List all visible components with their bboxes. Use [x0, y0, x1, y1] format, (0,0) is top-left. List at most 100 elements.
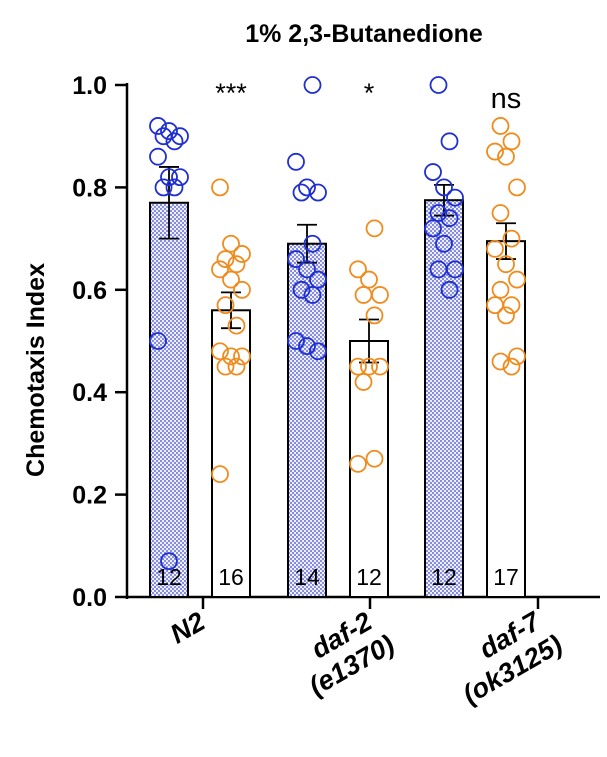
data-point	[435, 234, 453, 253]
y-tick-label: 0.0	[72, 584, 107, 612]
data-point	[360, 270, 378, 289]
data-point	[303, 234, 322, 253]
sample-size-label: 12	[431, 564, 457, 590]
data-point	[287, 152, 305, 171]
data-point	[154, 127, 173, 146]
data-point	[424, 219, 442, 238]
data-point	[298, 337, 316, 356]
data-point	[287, 332, 305, 350]
data-point	[160, 552, 178, 571]
x-tick-label: daf-2(e1370)	[288, 602, 399, 701]
data-point	[292, 183, 311, 202]
data-point	[508, 347, 526, 366]
y-tick-label: 0.4	[72, 379, 107, 407]
y-tick-label: 0.6	[72, 277, 107, 305]
data-point	[149, 117, 167, 135]
data-point	[491, 204, 510, 222]
sample-size-label: 12	[156, 564, 182, 590]
data-point	[349, 260, 367, 279]
data-point	[216, 357, 235, 376]
x-tick-label: N2	[165, 606, 210, 649]
data-point	[149, 332, 167, 350]
data-point	[233, 280, 251, 299]
data-point	[298, 260, 316, 279]
data-point	[365, 219, 384, 238]
data-point	[354, 373, 373, 391]
significance-label: ***	[215, 78, 247, 108]
data-point	[365, 449, 384, 468]
data-point	[222, 347, 240, 366]
y-axis-label: Chemotaxis Index	[22, 263, 50, 477]
data-point	[429, 76, 448, 94]
significance-label: *	[364, 78, 375, 108]
data-point	[227, 316, 246, 335]
data-point	[491, 352, 510, 371]
data-point	[486, 296, 504, 315]
data-point	[211, 342, 229, 361]
data-point	[165, 178, 184, 197]
data-point	[508, 270, 526, 289]
data-point	[486, 142, 504, 161]
data-point	[502, 229, 521, 248]
data-point	[349, 357, 367, 376]
data-point	[486, 239, 504, 258]
data-point	[298, 178, 316, 197]
data-point	[440, 209, 459, 228]
data-point	[227, 255, 246, 274]
data-point	[154, 178, 173, 197]
data-point	[211, 260, 229, 279]
x-tick-label: daf-7(ok3125)	[442, 602, 567, 710]
data-point	[360, 357, 378, 376]
data-point	[303, 76, 322, 94]
data-point	[216, 250, 235, 268]
data-point	[429, 204, 448, 222]
plot-area: 0.0 0.2 0.4 0.6 0.8 1.0 12 16 *** N2 14 12 * daf-2(e1…	[72, 72, 600, 710]
data-point	[349, 454, 367, 473]
data-point	[233, 245, 251, 263]
data-point	[292, 280, 311, 299]
y-tick-label: 0.2	[72, 482, 107, 510]
data-point	[211, 178, 229, 197]
sample-size-label: 17	[493, 564, 519, 590]
data-point	[287, 250, 305, 268]
data-point	[165, 132, 184, 151]
data-point	[211, 465, 229, 484]
data-point	[222, 234, 240, 253]
sample-size-label: 12	[356, 564, 382, 590]
bar	[149, 201, 189, 598]
data-point	[303, 286, 322, 304]
y-tick-label: 1.0	[72, 72, 107, 100]
sample-size-label: 14	[294, 564, 320, 590]
data-point	[222, 270, 240, 289]
data-point	[491, 280, 510, 299]
sample-size-label: 16	[218, 564, 244, 590]
x-tick-label-line: N2	[165, 606, 210, 649]
significance-label: ns	[491, 83, 522, 115]
bar	[211, 309, 251, 598]
data-point	[502, 357, 521, 376]
data-point	[171, 168, 189, 187]
bar	[424, 199, 464, 598]
data-point	[365, 306, 384, 325]
data-point	[440, 132, 459, 151]
data-point	[508, 178, 526, 197]
data-point	[309, 342, 327, 361]
data-point	[497, 147, 515, 166]
y-tick-label: 0.8	[72, 174, 107, 202]
data-point	[149, 147, 167, 166]
data-point	[502, 132, 521, 151]
data-point	[424, 163, 442, 181]
chart-title: 1% 2,3-Butanedione	[245, 20, 483, 48]
data-point	[354, 286, 373, 304]
data-point	[160, 168, 178, 187]
data-point	[371, 357, 389, 376]
data-point	[497, 306, 515, 325]
data-point	[227, 357, 246, 376]
data-point	[429, 260, 448, 279]
data-point	[491, 117, 510, 135]
data-point	[216, 296, 235, 315]
data-point	[371, 286, 389, 304]
data-point	[497, 255, 515, 274]
data-point	[233, 347, 251, 366]
